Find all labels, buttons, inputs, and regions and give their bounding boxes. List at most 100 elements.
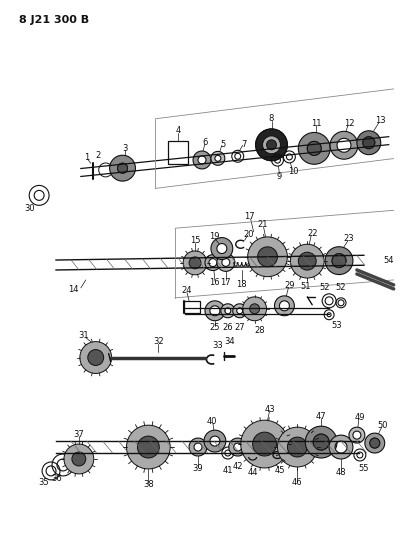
Text: 48: 48 [336,469,346,478]
Circle shape [80,342,111,374]
Text: 35: 35 [39,478,49,487]
Circle shape [307,141,321,155]
Circle shape [288,437,307,457]
Circle shape [127,425,170,469]
Text: 11: 11 [311,119,322,128]
Wedge shape [205,255,221,271]
Text: 13: 13 [375,116,386,125]
Wedge shape [274,296,294,316]
Text: 8 J21 300 B: 8 J21 300 B [19,15,89,25]
Text: 55: 55 [358,464,369,473]
Text: 4: 4 [176,126,181,135]
Wedge shape [233,304,247,318]
Circle shape [64,444,94,474]
Text: 53: 53 [332,321,342,330]
Text: 44: 44 [247,469,258,478]
Text: 3: 3 [122,144,127,153]
Text: 52: 52 [336,284,346,293]
Wedge shape [193,151,211,169]
Text: 26: 26 [223,323,233,332]
Bar [184,301,200,313]
Text: 49: 49 [354,413,365,422]
Text: 5: 5 [220,140,225,149]
Text: 12: 12 [344,119,354,128]
Wedge shape [204,430,226,452]
Text: 18: 18 [237,279,247,288]
Text: 6: 6 [202,138,208,147]
Text: 52: 52 [319,284,329,293]
Circle shape [290,244,324,278]
Text: 45: 45 [274,466,285,475]
Text: 43: 43 [264,405,275,414]
Wedge shape [205,301,225,321]
Text: 19: 19 [209,232,219,241]
Bar [168,141,188,164]
Text: 16: 16 [210,278,220,287]
Text: 27: 27 [235,323,245,332]
Circle shape [250,304,259,314]
Circle shape [255,129,288,161]
Text: 29: 29 [284,281,295,290]
Text: 39: 39 [193,464,203,473]
Text: 54: 54 [383,255,394,264]
Wedge shape [217,253,235,271]
Wedge shape [229,438,247,456]
Wedge shape [211,238,233,260]
Text: 42: 42 [233,463,243,472]
Text: 24: 24 [182,286,192,295]
Circle shape [248,237,288,277]
Circle shape [370,438,380,448]
Wedge shape [221,304,235,318]
Wedge shape [329,435,353,459]
Circle shape [332,254,346,268]
Text: 46: 46 [292,478,303,487]
Text: 30: 30 [24,204,34,213]
Text: 38: 38 [143,480,154,489]
Text: 36: 36 [52,474,63,483]
Circle shape [263,136,280,154]
Wedge shape [325,247,353,274]
Text: 37: 37 [73,430,84,439]
Text: 7: 7 [241,140,246,149]
Circle shape [313,434,329,450]
Wedge shape [349,427,365,443]
Circle shape [363,137,375,149]
Circle shape [253,432,276,456]
Text: 41: 41 [223,466,233,475]
Text: 25: 25 [210,323,220,332]
Wedge shape [189,438,207,456]
Text: 17: 17 [244,213,255,222]
Wedge shape [305,426,337,458]
Wedge shape [365,433,385,453]
Circle shape [138,436,159,458]
Text: 2: 2 [95,151,100,160]
Text: 23: 23 [344,235,354,243]
Circle shape [72,452,86,466]
Text: 50: 50 [377,421,388,430]
Wedge shape [330,131,358,159]
Circle shape [267,140,276,150]
Circle shape [243,297,267,321]
Text: 20: 20 [243,230,254,239]
Text: 1: 1 [84,153,89,162]
Wedge shape [109,155,136,181]
Circle shape [298,252,316,270]
Text: 10: 10 [288,167,299,176]
Text: 51: 51 [300,282,310,292]
Text: 33: 33 [213,341,223,350]
Text: 9: 9 [277,172,282,181]
Text: 15: 15 [190,237,200,246]
Text: 34: 34 [225,337,235,346]
Text: 32: 32 [153,337,164,346]
Text: 8: 8 [269,115,274,124]
Text: 47: 47 [316,411,326,421]
Circle shape [88,350,104,366]
Wedge shape [298,132,330,164]
Wedge shape [357,131,381,155]
Circle shape [117,163,128,173]
Text: 40: 40 [207,417,217,426]
Circle shape [183,251,207,275]
Text: 22: 22 [307,229,318,238]
Circle shape [277,427,317,467]
Wedge shape [211,151,225,165]
